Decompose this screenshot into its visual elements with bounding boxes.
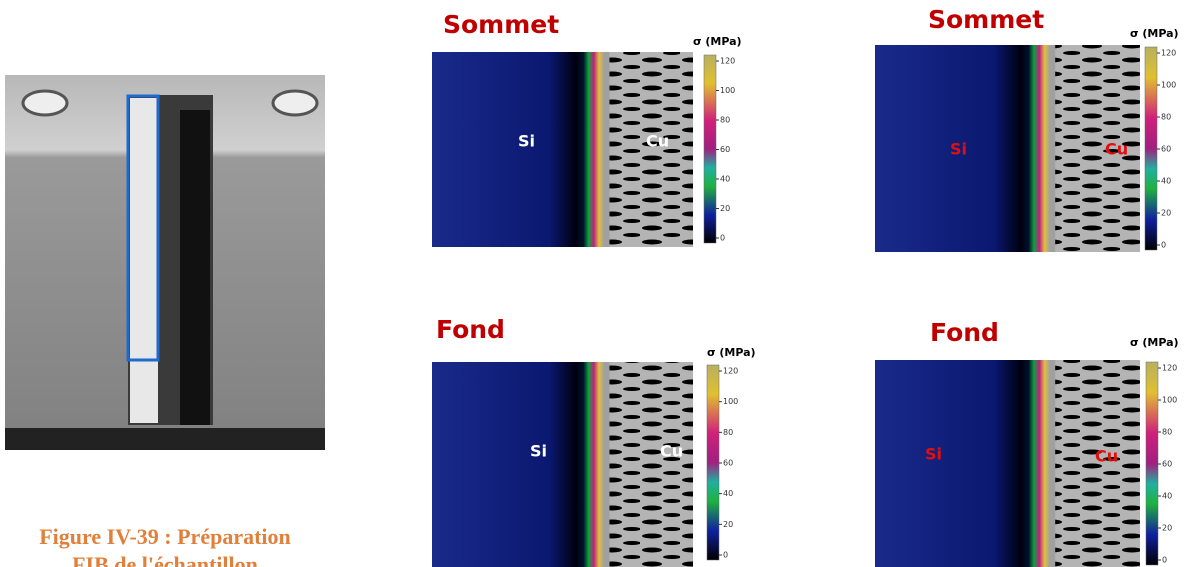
colorbar <box>1144 46 1158 251</box>
copper-region <box>609 362 693 567</box>
copper-region <box>1055 45 1140 252</box>
colorbar-tick-label: 80 <box>1161 113 1171 122</box>
colorbar-tick-label: 120 <box>1161 49 1176 58</box>
colorbar-unit: σ (MPa) <box>707 346 756 359</box>
colorbar-tick-label: 80 <box>723 428 733 437</box>
colorbar-tick-label: 120 <box>723 367 738 376</box>
colorbar <box>1145 361 1159 566</box>
si-label: Si <box>518 132 535 151</box>
colorbar-tick-label: 0 <box>1162 556 1167 565</box>
cu-label: Cu <box>660 442 683 461</box>
panel-title: Fond <box>930 318 999 347</box>
copper-region <box>609 52 693 247</box>
colorbar-tick-label: 120 <box>720 57 735 66</box>
colorbar-tick-label: 0 <box>1161 241 1166 250</box>
colorbar-tick-label: 40 <box>1161 177 1171 186</box>
colorbar-tick-label: 40 <box>1162 492 1172 501</box>
colorbar-tick-label: 100 <box>1162 396 1177 405</box>
cu-label: Cu <box>1105 140 1128 159</box>
colorbar-tick-label: 20 <box>1162 524 1172 533</box>
colorbar-tick-label: 20 <box>720 204 730 213</box>
colorbar-tick-label: 80 <box>720 116 730 125</box>
colorbar-unit: σ (MPa) <box>693 35 742 48</box>
stress-panel: Fond σ (MPa) Si Cu 120 100 80 60 40 20 0 <box>875 318 1179 567</box>
caption: FIB de l'échantillon <box>72 552 258 567</box>
colorbar-tick-label: 0 <box>723 551 728 560</box>
colorbar-unit: σ (MPa) <box>1130 27 1179 40</box>
colorbar-tick-label: 60 <box>723 459 733 468</box>
colorbar-tick-label: 60 <box>1162 460 1172 469</box>
panel-title: Sommet <box>928 5 1044 34</box>
cu-label: Cu <box>1095 447 1118 466</box>
colorbar <box>706 364 720 561</box>
panel-title: Sommet <box>443 10 559 39</box>
panel-title: Fond <box>436 315 505 344</box>
stress-panel: Fond σ (MPa) Si Cu 120 100 80 60 40 20 0 <box>432 315 756 567</box>
colorbar-tick-label: 100 <box>720 86 735 95</box>
colorbar-tick-label: 80 <box>1162 428 1172 437</box>
colorbar-tick-label: 100 <box>723 397 738 406</box>
copper-region <box>1055 360 1140 567</box>
colorbar-tick-label: 60 <box>720 145 730 154</box>
stress-panel: Sommet σ (MPa) Si Cu 120 100 80 60 40 20 0 <box>432 10 742 247</box>
colorbar-tick-label: 20 <box>1161 209 1171 218</box>
colorbar-tick-label: 120 <box>1162 364 1177 373</box>
colorbar <box>703 54 717 244</box>
colorbar-tick-label: 40 <box>723 489 733 498</box>
colorbar-tick-label: 60 <box>1161 145 1171 154</box>
colorbar-tick-label: 100 <box>1161 81 1176 90</box>
cu-label: Cu <box>646 132 669 151</box>
si-label: Si <box>530 442 547 461</box>
colorbar-tick-label: 40 <box>720 175 730 184</box>
caption: Figure IV-39 : Préparation <box>39 524 291 549</box>
si-label: Si <box>950 140 967 159</box>
colorbar-tick-label: 0 <box>720 234 725 243</box>
sem-image <box>5 75 325 450</box>
colorbar-tick-label: 20 <box>723 520 733 529</box>
stress-panel: Sommet σ (MPa) Si Cu 120 100 80 60 40 20 0 <box>875 5 1179 252</box>
colorbar-unit: σ (MPa) <box>1130 336 1179 349</box>
si-label: Si <box>925 445 942 464</box>
